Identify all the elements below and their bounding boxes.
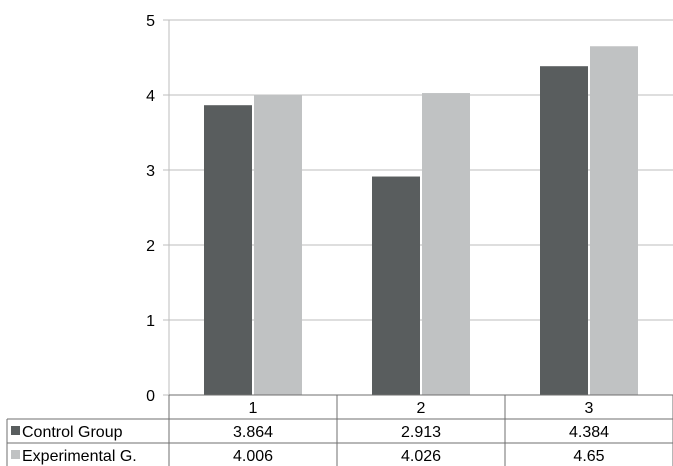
bar-control-2: [372, 176, 420, 395]
bar-experimental-1: [254, 94, 302, 396]
legend-label-control: Control Group: [22, 424, 123, 441]
y-tick-label-4: 4: [146, 88, 155, 105]
bar-experimental-2: [422, 93, 470, 396]
y-tick-label-5: 5: [146, 13, 155, 30]
data-label-experimental-3: 4.65: [573, 448, 604, 465]
data-label-control-2: 2.913: [401, 424, 441, 441]
bar-experimental-3: [590, 46, 638, 395]
y-tick-label-0: 0: [146, 388, 155, 405]
legend-swatch-experimental: [11, 450, 20, 459]
data-label-control-1: 3.864: [233, 424, 273, 441]
x-category-label-2: 2: [417, 400, 426, 417]
y-tick-label-1: 1: [146, 313, 155, 330]
legend-swatch-control: [11, 426, 20, 435]
bar-control-3: [540, 66, 588, 395]
y-tick-label-3: 3: [146, 163, 155, 180]
data-label-control-3: 4.384: [569, 424, 609, 441]
x-category-label-3: 3: [585, 400, 594, 417]
x-category-label-1: 1: [249, 400, 258, 417]
data-label-experimental-2: 4.026: [401, 448, 441, 465]
bar-control-1: [204, 105, 252, 395]
data-label-experimental-1: 4.006: [233, 448, 273, 465]
legend-label-experimental: Experimental G.: [22, 448, 137, 465]
y-tick-label-2: 2: [146, 238, 155, 255]
